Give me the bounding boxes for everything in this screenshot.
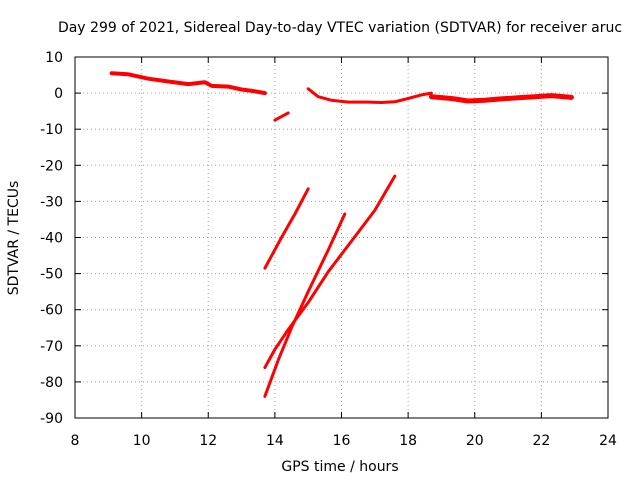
y-tick-label: -40: [40, 231, 63, 247]
tick-layer: 8 10 12 14 16 18 20 22 24 10 0 -10 -20 -30 -40 -50 -60 -7…: [40, 50, 617, 449]
y-tick-label: -50: [40, 267, 63, 283]
x-tick-label: 24: [599, 433, 617, 449]
y-tick-label: -30: [40, 194, 63, 210]
x-tick-label: 8: [71, 433, 80, 449]
y-tick-label: 10: [45, 50, 63, 66]
y-tick-label: -60: [40, 303, 63, 319]
series-line-1: [109, 71, 267, 96]
y-tick-label: 0: [54, 86, 63, 102]
y-tick-label: -10: [40, 122, 63, 138]
y-tick-label: -70: [40, 339, 63, 355]
series-line-5: [263, 187, 310, 270]
y-tick-label: -90: [40, 411, 63, 427]
x-axis-label: GPS time / hours: [281, 459, 398, 475]
y-tick-label: -20: [40, 158, 63, 174]
series-line-6: [263, 212, 347, 398]
series-line-3: [306, 87, 433, 104]
x-tick-label: 22: [532, 433, 550, 449]
y-axis-label: SDTVAR / TECUs: [6, 181, 22, 296]
series-layer: [109, 71, 574, 398]
x-tick-label: 20: [466, 433, 484, 449]
grid-layer: [75, 57, 608, 418]
x-tick-label: 14: [266, 433, 284, 449]
x-tick-label: 18: [399, 433, 417, 449]
series-line-7: [263, 174, 397, 369]
series-line-2: [273, 111, 290, 122]
x-tick-label: 16: [333, 433, 351, 449]
series-line-4: [428, 93, 574, 104]
y-tick-label: -80: [40, 375, 63, 391]
x-tick-label: 12: [199, 433, 217, 449]
chart-title: Day 299 of 2021, Sidereal Day-to-day VTE…: [58, 20, 622, 36]
x-tick-label: 10: [133, 433, 151, 449]
